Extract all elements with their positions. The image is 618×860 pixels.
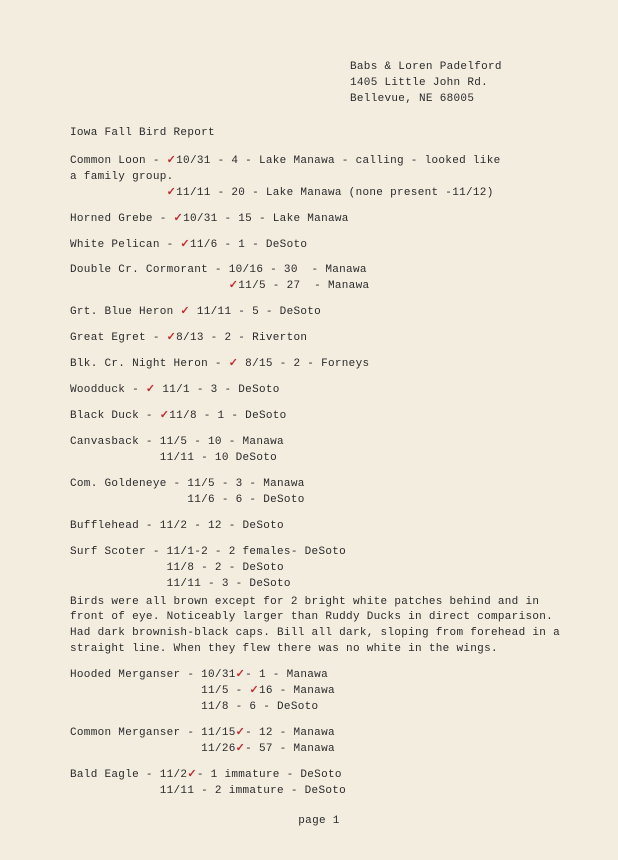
check-icon: ✓: [229, 279, 239, 295]
loon-text-1b: 10/31 - 4 - Lake Manawa - calling - look…: [176, 155, 500, 167]
entry-bald-eagle: Bald Eagle - 11/2✓- 1 immature - DeSoto …: [70, 768, 568, 800]
check-icon: ✓: [180, 305, 190, 321]
entry-bufflehead: Bufflehead - 11/2 - 12 - DeSoto: [70, 519, 568, 535]
check-icon: ✓: [236, 742, 246, 758]
be1a: Bald Eagle - 11/2: [70, 769, 187, 781]
entry-white-pelican: White Pelican - ✓11/6 - 1 - DeSoto: [70, 238, 568, 254]
cv-2: 11/11 - 10 DeSoto: [70, 451, 568, 467]
gegret-b: 8/13 - 2 - Riverton: [176, 332, 307, 344]
wd-b: 11/1 - 3 - DeSoto: [155, 384, 279, 396]
check-icon: ✓: [167, 331, 177, 347]
check-icon: ✓: [167, 154, 177, 170]
be1b: - 1 immature - DeSoto: [197, 769, 342, 781]
cg-1: Com. Goldeneye - 11/5 - 3 - Manawa: [70, 477, 568, 493]
check-icon: ✓: [174, 212, 184, 228]
bd-b: 11/8 - 1 - DeSoto: [169, 410, 286, 422]
cm2a: 11/26: [70, 743, 236, 755]
loon-text-3: 11/11 - 20 - Lake Manawa (none present -…: [176, 187, 493, 199]
loon-text-2: a family group.: [70, 170, 568, 186]
entry-hooded-merganser: Hooded Merganser - 10/31✓- 1 - Manawa 11…: [70, 668, 568, 716]
cg-2: 11/6 - 6 - DeSoto: [70, 493, 568, 509]
check-icon: ✓: [236, 668, 246, 684]
dcc-2: 11/5 - 27 - Manawa: [238, 280, 369, 292]
gbh-a: Grt. Blue Heron: [70, 306, 180, 318]
check-icon: ✓: [180, 238, 190, 254]
hm3: 11/8 - 6 - DeSoto: [70, 700, 568, 716]
entry-surf-scoter: Surf Scoter - 11/1-2 - 2 females- DeSoto…: [70, 545, 568, 659]
entry-dc-cormorant: Double Cr. Cormorant - 10/16 - 30 - Mana…: [70, 263, 568, 295]
page-container: Babs & Loren Padelford 1405 Little John …: [0, 0, 618, 860]
gbh-b: 11/11 - 5 - DeSoto: [190, 306, 321, 318]
entry-horned-grebe: Horned Grebe - ✓10/31 - 15 - Lake Manawa: [70, 212, 568, 228]
hm1b: - 1 - Manawa: [245, 669, 328, 681]
cm2b: - 57 - Manawa: [245, 743, 335, 755]
entry-common-loon: Common Loon - ✓10/31 - 4 - Lake Manawa -…: [70, 154, 568, 202]
check-icon: ✓: [146, 383, 156, 399]
hgrebe-a: Horned Grebe -: [70, 213, 174, 225]
gegret-a: Great Egret -: [70, 332, 167, 344]
address-street: 1405 Little John Rd.: [350, 76, 568, 92]
address-city: Bellevue, NE 68005: [350, 92, 568, 108]
entry-goldeneye: Com. Goldeneye - 11/5 - 3 - Manawa 11/6 …: [70, 477, 568, 509]
ss-3: 11/11 - 3 - DeSoto: [70, 577, 568, 593]
hm2b: 16 - Manawa: [259, 685, 335, 697]
check-icon: ✓: [167, 186, 177, 202]
entry-canvasback: Canvasback - 11/5 - 10 - Manawa 11/11 - …: [70, 435, 568, 467]
indent: [70, 187, 167, 199]
page-number: page 1: [70, 814, 568, 830]
entry-gb-heron: Grt. Blue Heron ✓ 11/11 - 5 - DeSoto: [70, 305, 568, 321]
check-icon: ✓: [160, 409, 170, 425]
bd-a: Black Duck -: [70, 410, 160, 422]
wd-a: Woodduck -: [70, 384, 146, 396]
wpel-a: White Pelican -: [70, 239, 180, 251]
ss-1: Surf Scoter - 11/1-2 - 2 females- DeSoto: [70, 545, 568, 561]
hm1a: Hooded Merganser - 10/31: [70, 669, 236, 681]
hm2a: 11/5 -: [70, 685, 249, 697]
entry-woodduck: Woodduck - ✓ 11/1 - 3 - DeSoto: [70, 383, 568, 399]
address-name: Babs & Loren Padelford: [350, 60, 568, 76]
check-icon: ✓: [229, 357, 239, 373]
be2: 11/11 - 2 immature - DeSoto: [70, 784, 568, 800]
ss-2: 11/8 - 2 - DeSoto: [70, 561, 568, 577]
check-icon: ✓: [236, 726, 246, 742]
indent: [70, 280, 229, 292]
cm1a: Common Merganser - 11/15: [70, 727, 236, 739]
hgrebe-b: 10/31 - 15 - Lake Manawa: [183, 213, 349, 225]
entry-great-egret: Great Egret - ✓8/13 - 2 - Riverton: [70, 331, 568, 347]
loon-text-1: Common Loon -: [70, 155, 167, 167]
ss-para: Birds were all brown except for 2 bright…: [70, 595, 560, 659]
cm1b: - 12 - Manawa: [245, 727, 335, 739]
bcnh-a: Blk. Cr. Night Heron -: [70, 358, 229, 370]
entry-black-duck: Black Duck - ✓11/8 - 1 - DeSoto: [70, 409, 568, 425]
bcnh-b: 8/15 - 2 - Forneys: [238, 358, 369, 370]
wpel-b: 11/6 - 1 - DeSoto: [190, 239, 307, 251]
cv-1: Canvasback - 11/5 - 10 - Manawa: [70, 435, 568, 451]
entry-bc-night-heron: Blk. Cr. Night Heron - ✓ 8/15 - 2 - Forn…: [70, 357, 568, 373]
dcc-1: Double Cr. Cormorant - 10/16 - 30 - Mana…: [70, 263, 568, 279]
check-icon: ✓: [187, 768, 197, 784]
address-block: Babs & Loren Padelford 1405 Little John …: [350, 60, 568, 108]
check-icon: ✓: [249, 684, 259, 700]
entry-common-merganser: Common Merganser - 11/15✓- 12 - Manawa 1…: [70, 726, 568, 758]
report-title: Iowa Fall Bird Report: [70, 126, 568, 142]
